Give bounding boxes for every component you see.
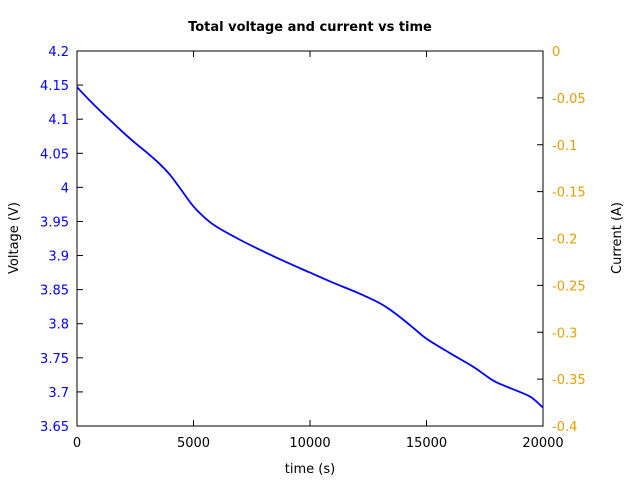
x-tick-label: 0 — [73, 436, 81, 451]
x-tick-label: 10000 — [289, 436, 330, 451]
y-left-tick-label: 4.05 — [40, 147, 69, 162]
plot-area — [76, 50, 544, 427]
y-left-tick-label: 3.95 — [40, 215, 69, 230]
y-left-tick-label: 3.75 — [40, 352, 69, 367]
y-right-tick-label: -0.35 — [552, 373, 586, 388]
x-axis: 0 5000 10000 15000 20000 — [73, 51, 564, 451]
y-right-tick-label: -0.4 — [552, 420, 577, 435]
plot-frame — [76, 50, 544, 427]
y-left-tick-label: 3.85 — [40, 284, 69, 299]
y-right-tick-label: -0.15 — [552, 186, 586, 201]
y-left-tick-label: 4 — [61, 181, 69, 196]
chart-title: Total voltage and current vs time — [188, 20, 432, 35]
y-right-tick-label: 0 — [552, 45, 560, 60]
y-right-tick-label: -0.2 — [552, 233, 577, 248]
y-right-tick-label: -0.1 — [552, 139, 577, 154]
x-tick-label: 5000 — [177, 436, 210, 451]
x-axis-label: time (s) — [285, 462, 335, 477]
y-right-tick-label: -0.05 — [552, 92, 586, 107]
y-left-tick-label: 4.15 — [40, 79, 69, 94]
voltage-series-line — [76, 86, 544, 409]
y-axis-right: 0 -0.05 -0.1 -0.15 -0.2 -0.25 -0.3 -0.35 -0.4 — [537, 45, 586, 435]
y-left-tick-label: 3.65 — [40, 420, 69, 435]
x-tick-label: 15000 — [406, 436, 447, 451]
y-axis-left: 4.2 4.15 4.1 4.05 4 3.95 3.9 3.85 3.8 3.75 3.7 3.65 — [40, 45, 83, 435]
y-left-tick-label: 3.9 — [48, 250, 69, 265]
x-tick-label: 20000 — [522, 436, 563, 451]
y-left-tick-label: 4.2 — [48, 45, 69, 60]
y-right-tick-label: -0.25 — [552, 279, 586, 294]
series-layer — [76, 86, 544, 409]
y-left-tick-label: 3.8 — [48, 318, 69, 333]
y-left-tick-label: 3.7 — [48, 386, 69, 401]
y-left-tick-label: 4.1 — [48, 113, 69, 128]
y-right-tick-label: -0.3 — [552, 326, 577, 341]
y-axis-left-label: Voltage (V) — [7, 202, 22, 274]
y-axis-right-label: Current (A) — [610, 202, 625, 274]
